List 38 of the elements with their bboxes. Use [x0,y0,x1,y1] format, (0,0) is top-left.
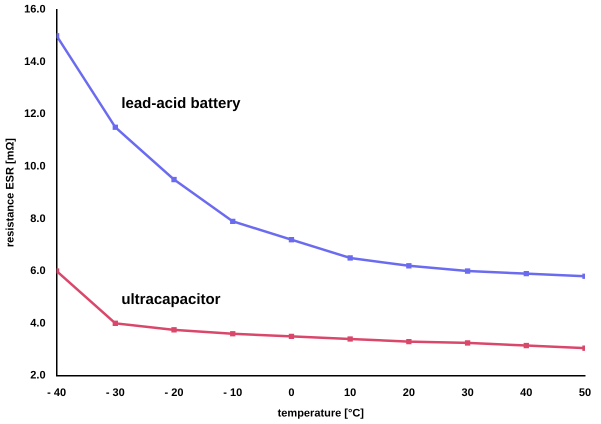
point [171,327,177,333]
point [112,124,118,130]
y-tick-label: 12.0 [24,108,46,120]
point [524,342,529,348]
series-label: ultracapacitor [121,290,221,308]
point [230,218,236,224]
point [288,236,294,242]
y-tick-label: 14.0 [24,56,46,68]
point [347,255,353,261]
x-tick-label: - 40 [47,387,66,400]
x-tick-label: 0 [288,387,295,400]
x-tick-label: 40 [520,387,532,400]
series-label: lead-acid battery [121,94,242,112]
point [524,270,529,276]
point [406,338,412,344]
x-tick-label: 50 [578,387,592,400]
x-tick-label: - 30 [106,387,125,400]
y-tick-label: 2.0 [30,370,46,382]
y-tick-label: 6.0 [30,265,46,278]
x-axis-title: temperature [°C] [278,407,364,420]
point [171,176,177,182]
y-tick-label: 4.0 [30,317,46,330]
y-tick-label: 10.0 [24,160,46,172]
x-tick-label: 30 [461,387,474,400]
point [464,340,470,346]
point [406,263,412,268]
x-tick-label: 20 [402,387,415,400]
y-axis-title: resistance ESR [mΩ] [4,138,17,248]
x-tick-label: - 10 [223,387,242,400]
point [288,334,294,340]
x-tick-label: 10 [344,387,356,400]
point [347,336,353,342]
y-tick-label: 8.0 [30,212,46,225]
point [112,320,118,326]
point [464,268,470,274]
y-tick-label: 16.0 [24,4,46,16]
x-tick-label: - 20 [164,387,184,400]
point [230,331,236,336]
